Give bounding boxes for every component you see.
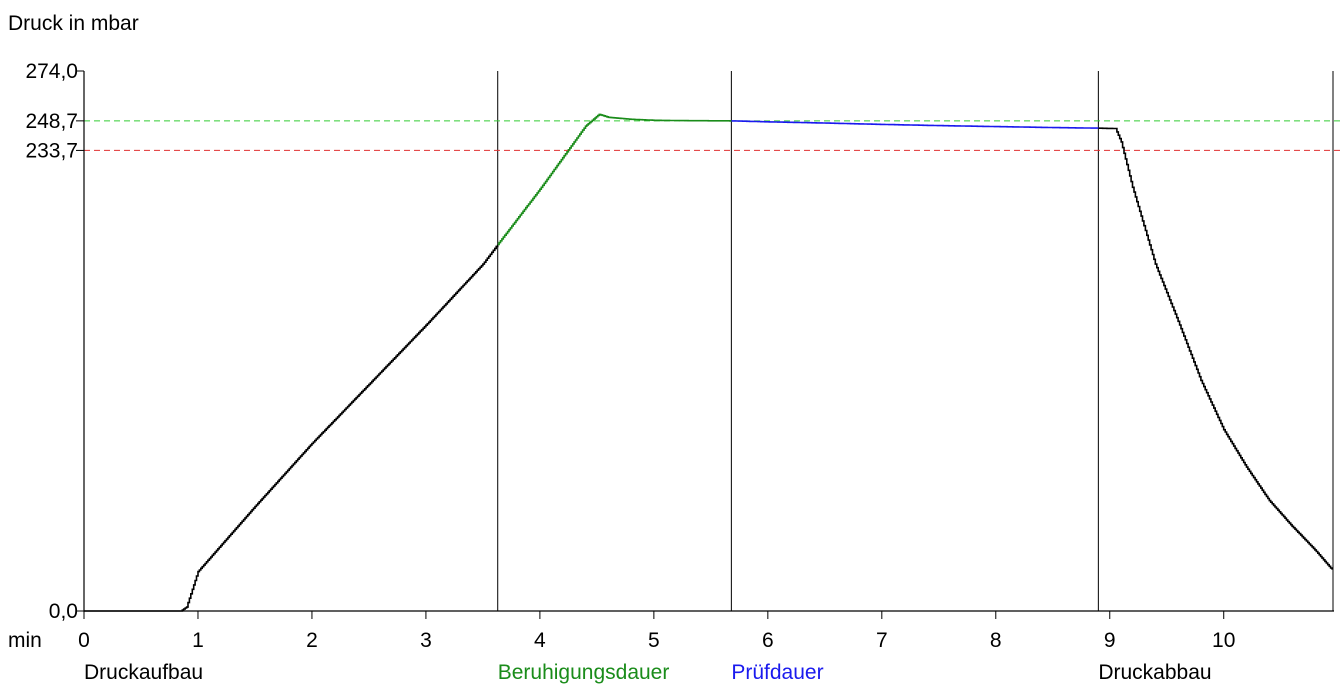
y-tick-label-0: 0,0	[49, 600, 78, 623]
y-tick-label-1: 233,7	[25, 139, 78, 162]
series-0	[84, 244, 499, 612]
x-tick-label-3: 3	[420, 629, 432, 652]
phase-label-1: Beruhigungsdauer	[498, 661, 670, 684]
x-tick-label-9: 9	[1104, 629, 1116, 652]
series-2	[731, 120, 1100, 129]
y-tick-label-2: 248,7	[25, 110, 78, 133]
x-tick-label-5: 5	[648, 629, 660, 652]
series-line-2	[731, 120, 1100, 129]
series-line-1	[497, 113, 732, 246]
x-tick-label-6: 6	[762, 629, 774, 652]
phase-label-2: Prüfdauer	[731, 661, 823, 684]
series-1	[497, 113, 732, 246]
phase-label-3: Druckabbau	[1098, 661, 1211, 684]
data-layer	[84, 113, 1333, 612]
x-tick-label-2: 2	[306, 629, 318, 652]
x-tick-label-8: 8	[990, 629, 1002, 652]
x-tick-label-10: 10	[1212, 629, 1235, 652]
x-axis-title: min	[8, 629, 42, 652]
series-line-3	[1098, 127, 1333, 570]
reference-lines	[84, 120, 1340, 151]
series-3	[1098, 127, 1333, 570]
x-tick-label-4: 4	[534, 629, 546, 652]
x-tick-label-7: 7	[876, 629, 888, 652]
x-tick-label-0: 0	[78, 629, 90, 652]
series-line-0	[84, 244, 499, 612]
phase-label-0: Druckaufbau	[84, 661, 203, 684]
y-axis-title: Druck in mbar	[8, 12, 139, 35]
axes	[76, 70, 1334, 619]
grid-layer	[497, 71, 1099, 611]
y-tick-label-3: 274,0	[25, 60, 78, 83]
x-tick-label-1: 1	[192, 629, 204, 652]
labels: 0,0 233,7 248,7 274,0 0 1 2 3 4 5 6 7 8 9 10 min Druckau…	[8, 60, 1235, 684]
